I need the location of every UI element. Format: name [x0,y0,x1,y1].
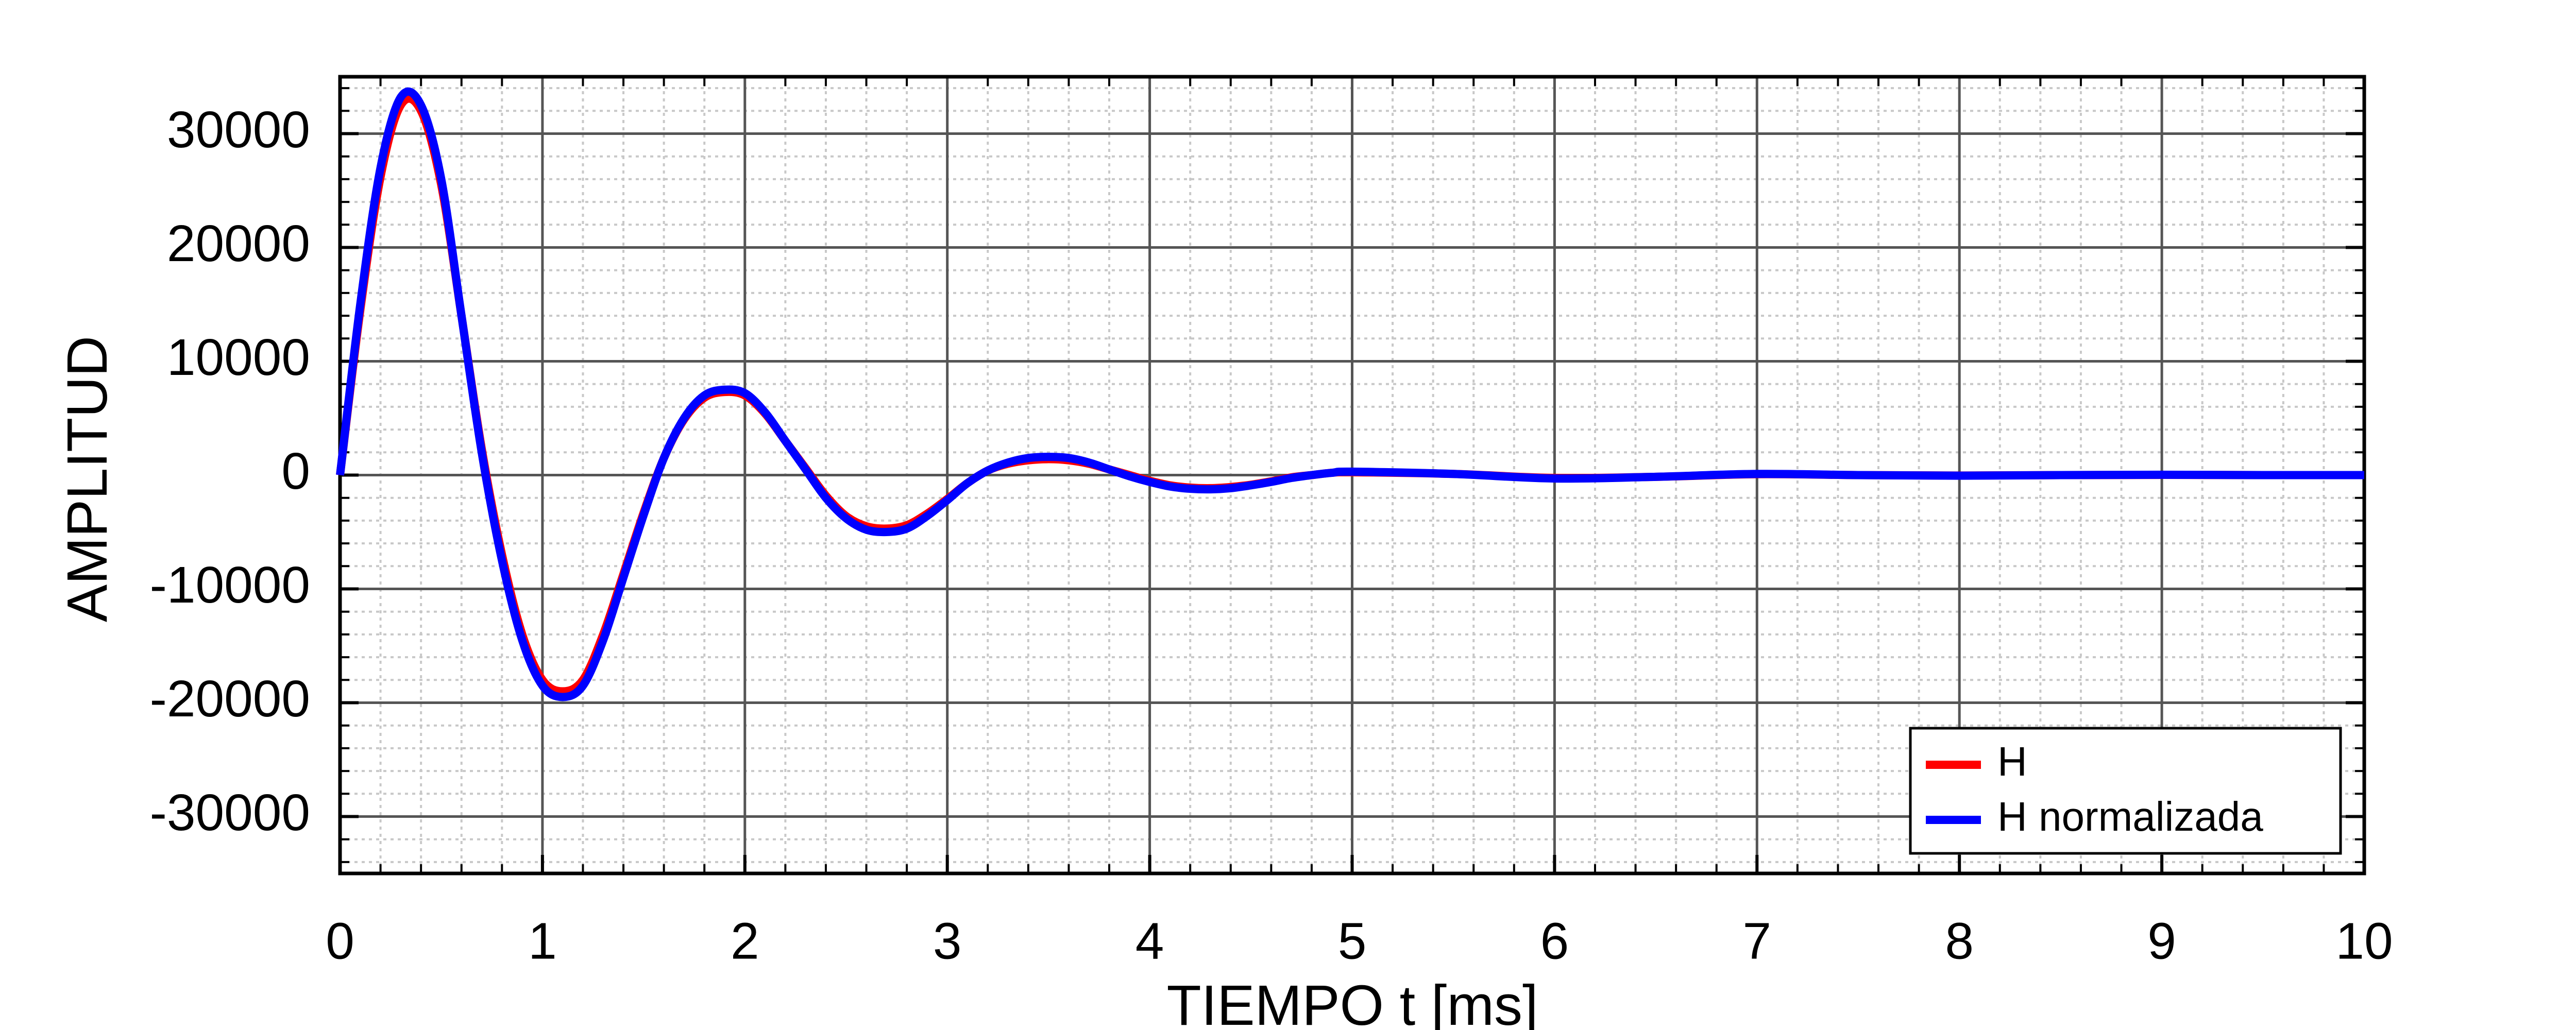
legend-label: H normalizada [1997,794,2263,839]
x-tick-label: 0 [326,912,354,970]
x-tick-label: 9 [2147,912,2176,970]
legend-label: H [1997,739,2027,784]
series-line [336,87,2365,701]
x-tick-label: 5 [1338,912,1367,970]
x-axis-label: TIEMPO t [ms] [1166,974,1538,1030]
y-tick-label: 0 [281,442,310,500]
x-tick-label: 2 [731,912,759,970]
x-tick-label: 3 [933,912,962,970]
y-tick-label: -10000 [150,556,310,614]
y-tick-label: -30000 [150,784,310,842]
y-tick-label: 30000 [167,101,310,159]
x-tick-label: 4 [1136,912,1164,970]
y-tick-label: 20000 [167,215,310,272]
legend-box [1909,727,2342,855]
y-axis-label: AMPLITUD [56,336,119,622]
y-tick-label: 10000 [167,329,310,386]
x-tick-label: 10 [2335,912,2393,970]
y-tick-label: -20000 [150,670,310,728]
x-tick-label: 7 [1742,912,1771,970]
x-tick-label: 6 [1540,912,1569,970]
x-tick-label: 8 [1945,912,1974,970]
x-tick-label: 1 [528,912,557,970]
